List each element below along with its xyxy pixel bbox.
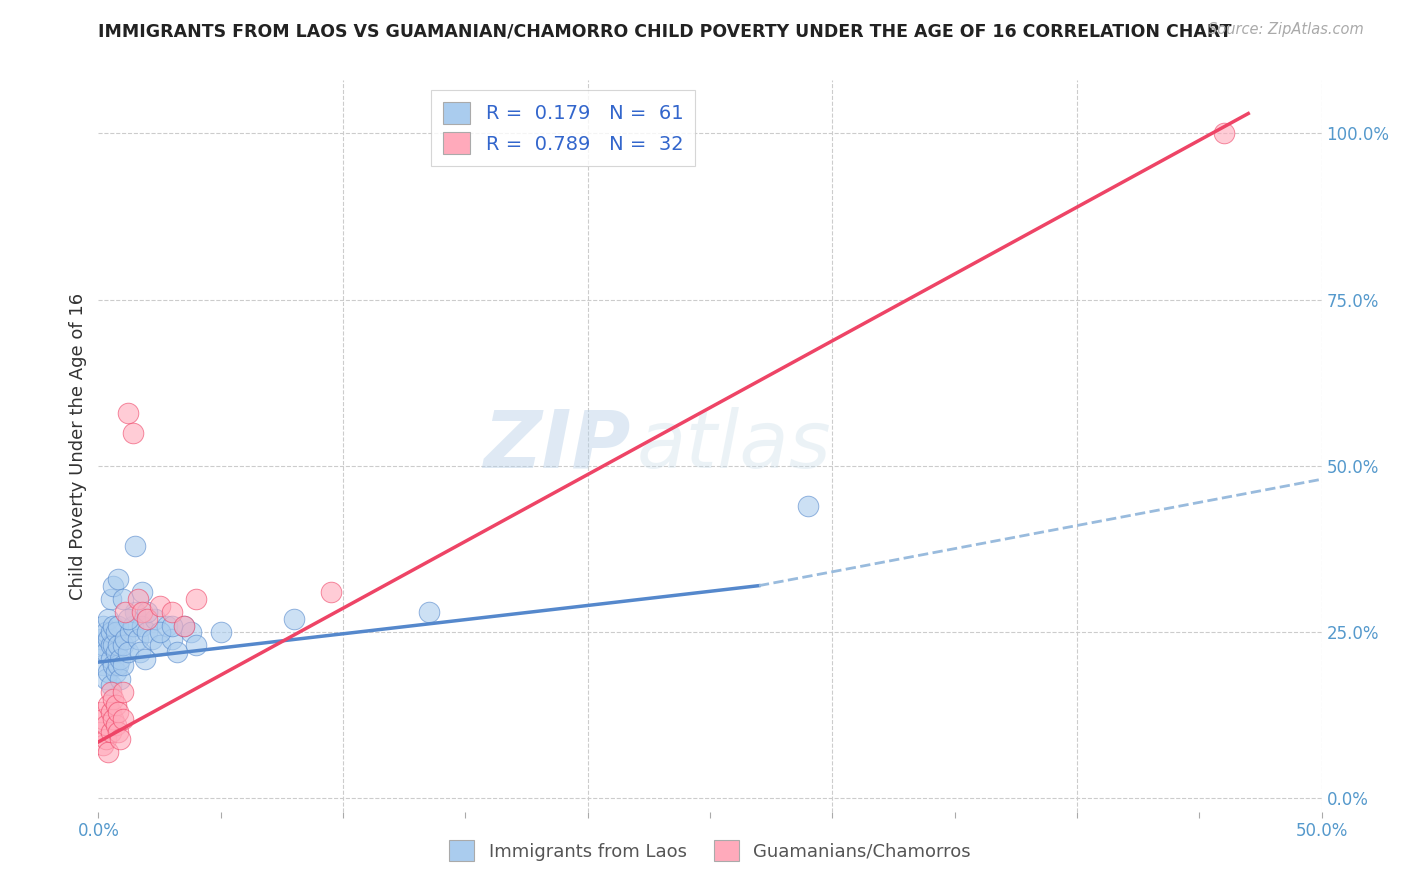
Text: Source: ZipAtlas.com: Source: ZipAtlas.com [1208,22,1364,37]
Point [100,705,122,719]
Point [107,725,129,739]
Point [209,625,232,640]
Point [180,625,202,640]
Point [131,618,153,632]
Point [117,612,139,626]
Point [101,712,124,726]
Point [110,652,132,666]
Legend: Immigrants from Laos, Guamanians/Chamorros: Immigrants from Laos, Guamanians/Chamorr… [441,833,979,869]
Point [100,625,122,640]
Point [319,585,342,599]
Point [101,639,124,653]
Point [90,725,112,739]
Point [90,705,112,719]
Point [136,625,159,640]
Point [94,731,117,746]
Point [136,612,159,626]
Point [131,605,153,619]
Point [124,539,146,553]
Point [283,612,305,626]
Point [121,425,143,440]
Point [110,731,132,746]
Point [156,618,179,632]
Point [104,645,127,659]
Point [117,406,139,420]
Point [107,639,129,653]
Point [797,499,820,513]
Point [97,745,120,759]
Point [141,632,163,646]
Point [149,625,172,640]
Point [107,705,129,719]
Point [111,639,134,653]
Point [418,605,440,619]
Point [120,625,142,640]
Point [134,652,156,666]
Point [121,618,143,632]
Point [90,632,112,646]
Point [104,698,127,713]
Point [101,658,124,673]
Point [91,658,114,673]
Point [107,618,129,632]
Point [149,599,172,613]
Point [1212,127,1234,141]
Point [117,645,139,659]
Point [160,605,183,619]
Point [107,572,129,586]
Point [124,605,146,619]
Point [136,605,159,619]
Point [91,639,114,653]
Point [104,718,127,732]
Point [104,625,127,640]
Point [111,712,134,726]
Point [173,618,195,632]
Y-axis label: Child Poverty Under the Age of 16: Child Poverty Under the Age of 16 [69,293,87,599]
Point [100,678,122,692]
Point [127,591,149,606]
Point [97,665,120,679]
Point [100,652,122,666]
Point [97,698,120,713]
Point [111,591,134,606]
Point [114,632,136,646]
Point [107,658,129,673]
Point [110,672,132,686]
Point [173,618,195,632]
Point [160,632,183,646]
Text: atlas: atlas [637,407,831,485]
Point [91,618,114,632]
Point [186,591,208,606]
Text: ZIP: ZIP [484,407,630,485]
Point [91,712,114,726]
Point [127,632,149,646]
Point [111,685,134,699]
Point [101,691,124,706]
Point [166,645,188,659]
Point [186,639,208,653]
Point [97,632,120,646]
Point [94,645,117,659]
Point [91,738,114,752]
Point [111,658,134,673]
Point [94,718,117,732]
Point [143,612,166,626]
Point [114,605,136,619]
Point [100,591,122,606]
Point [90,645,112,659]
Point [94,625,117,640]
Text: IMMIGRANTS FROM LAOS VS GUAMANIAN/CHAMORRO CHILD POVERTY UNDER THE AGE OF 16 COR: IMMIGRANTS FROM LAOS VS GUAMANIAN/CHAMOR… [98,22,1232,40]
Point [131,585,153,599]
Point [97,612,120,626]
Point [149,639,172,653]
Point [101,579,124,593]
Point [129,645,152,659]
Point [160,618,183,632]
Point [94,672,117,686]
Point [100,639,122,653]
Point [100,725,122,739]
Point [104,665,127,679]
Point [101,618,124,632]
Point [100,685,122,699]
